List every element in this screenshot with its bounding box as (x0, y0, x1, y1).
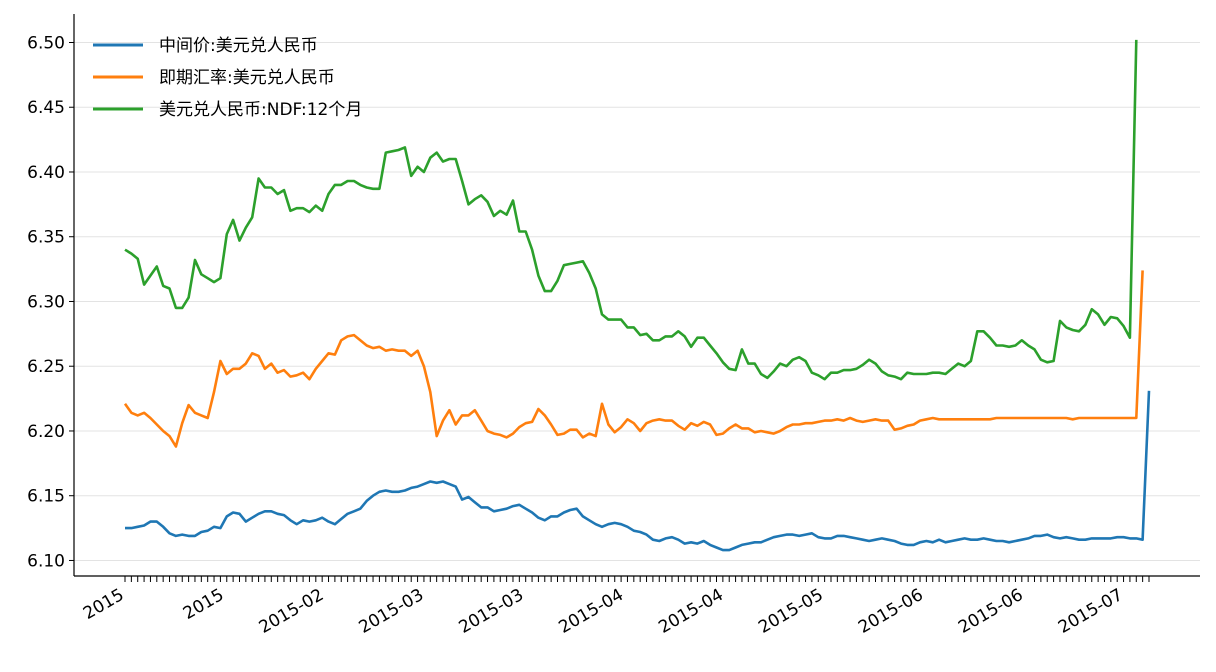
x-tick-label: 2015-02 (256, 585, 328, 638)
x-tick-label: 2015 (80, 585, 127, 624)
x-tick-label: 2015-06 (855, 585, 927, 638)
series-line (123, 270, 1144, 448)
series-lines (123, 39, 1151, 552)
x-tick-label: 2015-06 (955, 585, 1027, 638)
y-tick-label: 6.15 (27, 487, 65, 507)
legend-label: 美元兑人民币:NDF:12个月 (159, 100, 362, 120)
gridlines (74, 41, 1200, 561)
x-tick-label: 2015-05 (755, 585, 827, 638)
y-tick-label: 6.50 (27, 33, 65, 53)
x-tick-label: 2015-03 (456, 585, 528, 638)
x-tick-label: 2015-04 (655, 585, 727, 638)
series-line (125, 390, 1151, 552)
y-tick-label: 6.10 (27, 551, 65, 571)
series-line (124, 39, 1138, 381)
y-tick-label: 6.20 (27, 422, 65, 442)
y-tick-label: 6.45 (27, 98, 65, 118)
x-tick-label: 2015-07 (1055, 585, 1127, 638)
legend-label: 中间价:美元兑人民币 (159, 36, 318, 56)
y-tick-label: 6.25 (27, 357, 65, 377)
y-tick-label: 6.30 (27, 292, 65, 312)
x-tick-label: 2015 (180, 585, 227, 624)
x-ticks: 2015 2015 2015-02 2015-03 2015-03 2015-04 2015… (80, 576, 1150, 638)
y-tick-label: 6.40 (27, 163, 65, 183)
x-tick-label: 2015-04 (555, 585, 627, 638)
legend-label: 即期汇率:美元兑人民币 (159, 68, 335, 88)
y-ticks: 6.10 6.15 6.20 6.25 6.30 6.35 6.40 6.45 6.50 (27, 33, 74, 571)
x-tick-label: 2015-03 (356, 585, 428, 638)
y-tick-label: 6.35 (27, 228, 65, 248)
axes (73, 14, 1200, 577)
